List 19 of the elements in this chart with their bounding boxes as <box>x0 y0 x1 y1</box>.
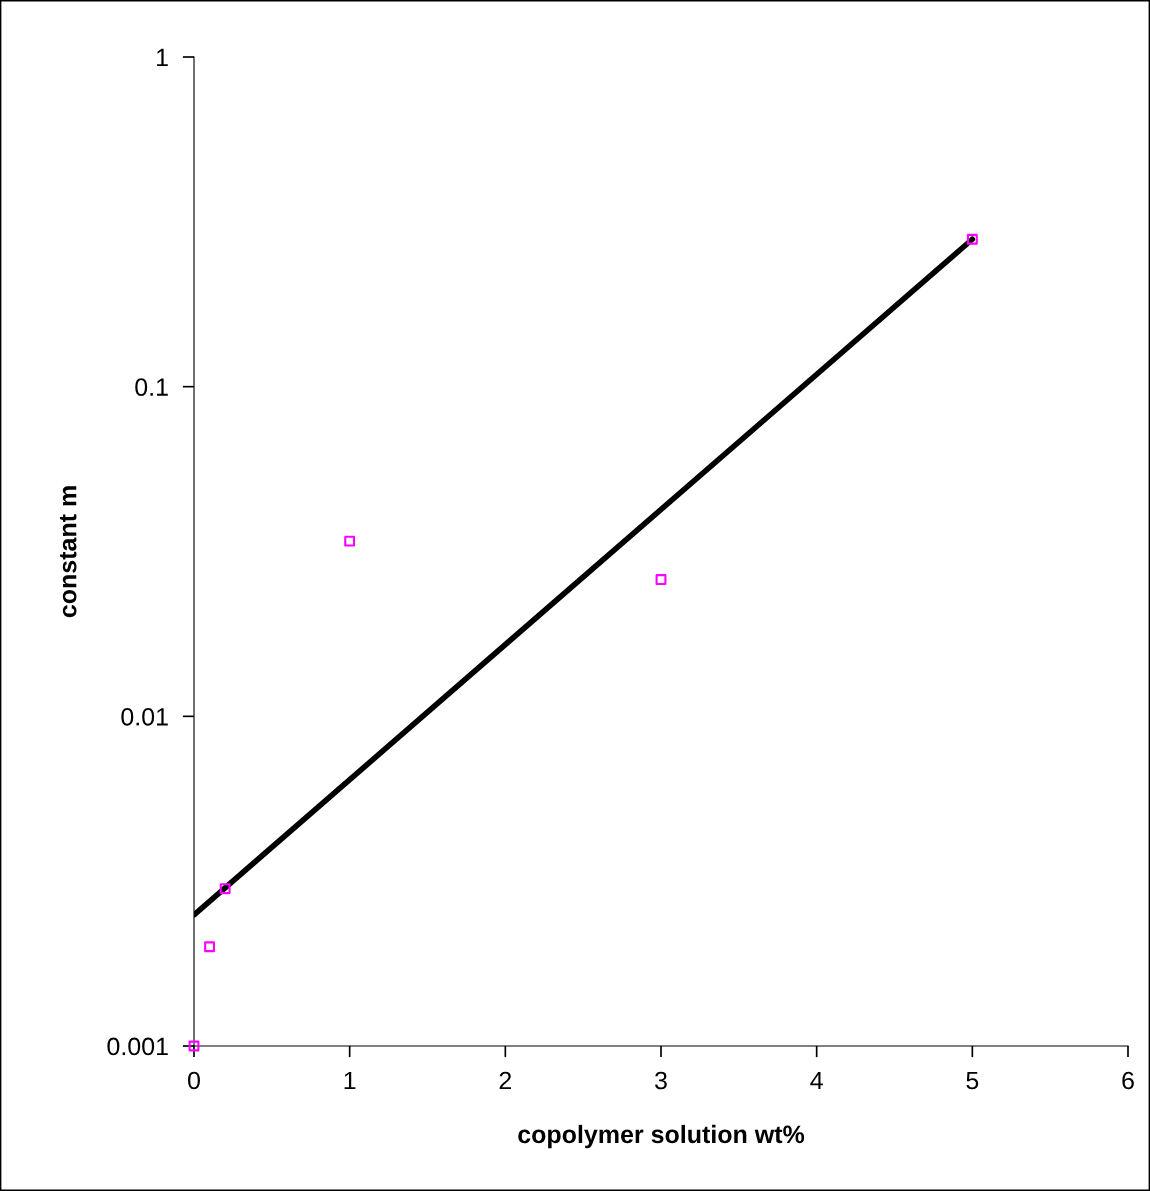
x-tick-label: 1 <box>344 1071 356 1090</box>
x-tick-label: 6 <box>1122 1071 1134 1090</box>
y-tick-label: 0.001 <box>107 1037 168 1056</box>
point <box>655 574 667 585</box>
point <box>188 1040 200 1052</box>
y-tick-label: 0.1 <box>135 378 168 396</box>
y-tick-label: 0.01 <box>121 707 168 726</box>
x-axis-title: copolymer solution wt% <box>518 1124 805 1149</box>
point <box>204 941 215 953</box>
y-tick-label: 1 <box>157 48 168 67</box>
point <box>219 883 231 895</box>
x-tick-label: 2 <box>499 1071 512 1090</box>
point <box>344 535 356 547</box>
x-tick-label: 4 <box>810 1071 823 1090</box>
x-tick-label: 3 <box>655 1071 667 1090</box>
x-tick-label: 0 <box>188 1071 200 1090</box>
y-axis-title: constant m <box>59 486 77 618</box>
point <box>966 233 978 245</box>
x-tick-label: 5 <box>966 1071 979 1090</box>
